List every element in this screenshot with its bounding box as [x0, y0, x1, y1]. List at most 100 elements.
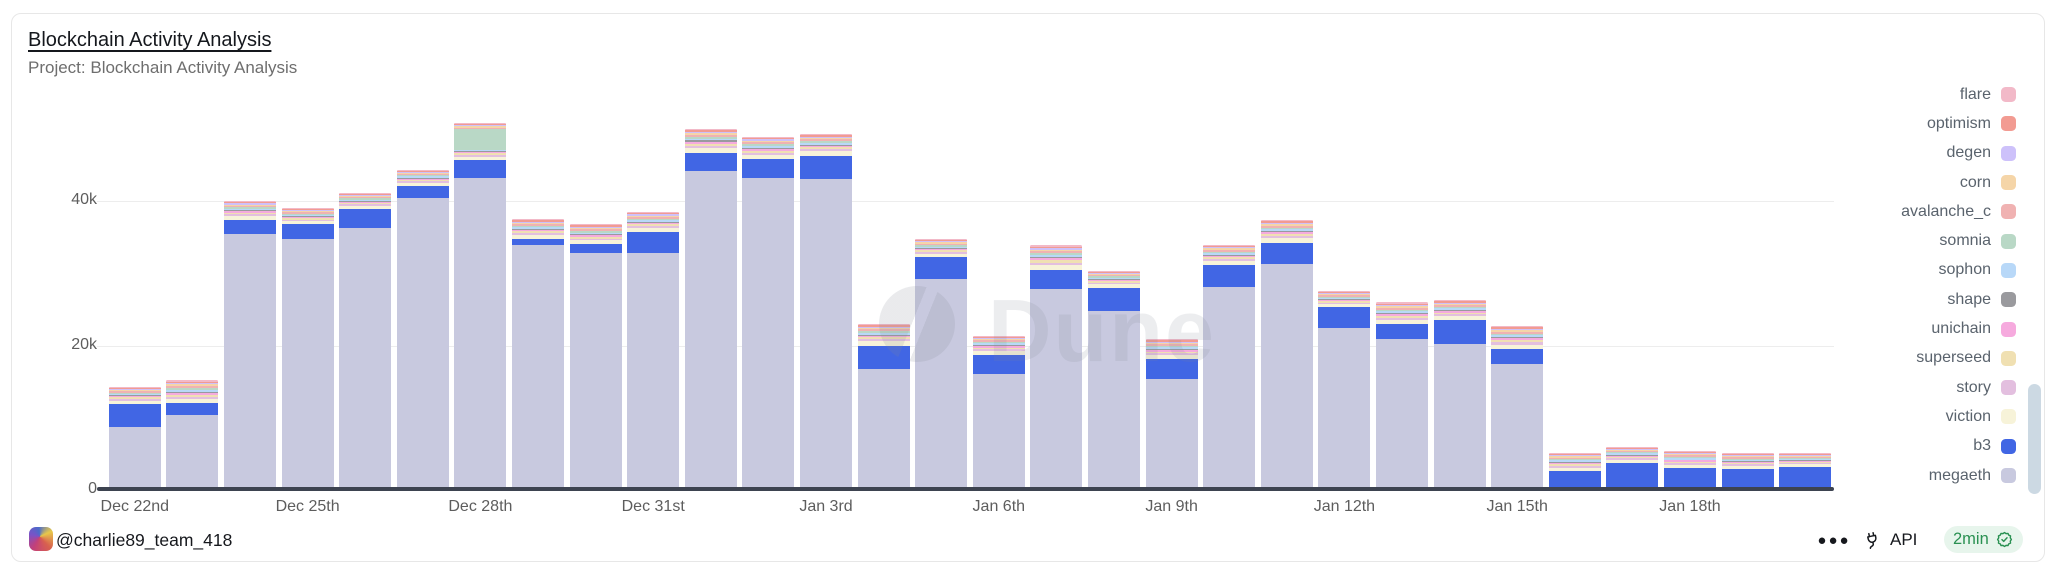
bar-segment-degen: [1721, 455, 1774, 457]
bar-segment-somnia: [742, 144, 795, 146]
legend-item-superseed[interactable]: superseed: [1901, 344, 2016, 373]
bar-segment-b3: [684, 152, 737, 172]
legend-item-avalanche_c[interactable]: avalanche_c: [1901, 197, 2016, 226]
bar-6[interactable]: [454, 123, 507, 490]
bar-segment-shape: [166, 391, 219, 393]
bar-segment-avalanche_c: [1548, 457, 1601, 460]
bar-segment-viction: [1548, 467, 1601, 472]
bar-segment-shape: [339, 200, 392, 202]
bar-segment-corn: [684, 133, 737, 135]
bar-segment-unichain: [972, 346, 1025, 348]
bar-segment-somnia: [166, 388, 219, 390]
bar-segment-story: [339, 204, 392, 206]
author-handle[interactable]: @charlie89_team_418: [56, 530, 233, 550]
bar-segment-unichain: [627, 222, 680, 225]
bar-segment-corn: [1260, 223, 1313, 226]
legend-item-optimism[interactable]: optimism: [1901, 109, 2016, 138]
bar-24[interactable]: [1491, 326, 1544, 490]
bar-segment-corn: [454, 126, 507, 128]
legend-item-b3[interactable]: b3: [1901, 432, 2016, 461]
author-avatar[interactable]: [29, 527, 53, 551]
legend-item-viction[interactable]: viction: [1901, 402, 2016, 431]
legend-item-shape[interactable]: shape: [1901, 285, 2016, 314]
bar-23[interactable]: [1433, 300, 1486, 490]
bar-14[interactable]: [915, 239, 968, 490]
bar-18[interactable]: [1145, 339, 1198, 490]
bar-10[interactable]: [684, 128, 737, 490]
legend-item-sophon[interactable]: sophon: [1901, 256, 2016, 285]
bar-segment-corn: [339, 195, 392, 198]
bar-19[interactable]: [1203, 244, 1256, 490]
legend-label: sophon: [1938, 261, 1992, 279]
bar-1[interactable]: [166, 380, 219, 490]
bar-segment-optimism: [569, 225, 622, 227]
bar-21[interactable]: [1318, 291, 1371, 490]
legend-item-unichain[interactable]: unichain: [1901, 314, 2016, 343]
bar-segment-shape: [1433, 310, 1486, 312]
bar-segment-story: [281, 219, 334, 221]
refresh-badge[interactable]: 2min: [1944, 526, 2023, 553]
bar-9[interactable]: [627, 211, 680, 490]
legend-item-flare[interactable]: flare: [1901, 80, 2016, 109]
bar-25[interactable]: [1548, 453, 1601, 490]
bar-segment-shape: [1318, 299, 1371, 300]
bar-17[interactable]: [1088, 270, 1140, 490]
bar-13[interactable]: [857, 323, 910, 490]
bar-segment-viction: [281, 220, 334, 225]
bar-2[interactable]: [224, 201, 276, 490]
bar-segment-sophon: [915, 246, 968, 249]
options-menu-button[interactable]: ●●●: [1812, 526, 1856, 554]
bar-segment-viction: [108, 400, 161, 405]
bar-16[interactable]: [1030, 245, 1083, 490]
bar-11[interactable]: [742, 136, 795, 490]
bar-5[interactable]: [396, 170, 449, 490]
bar-27[interactable]: [1664, 451, 1716, 490]
bar-segment-story: [1491, 342, 1544, 345]
bar-segment-degen: [857, 326, 910, 328]
bar-segment-viction: [1433, 316, 1486, 321]
bar-segment-corn: [1145, 342, 1198, 345]
bar-segment-viction: [1145, 355, 1198, 360]
bar-12[interactable]: [800, 133, 852, 490]
bar-segment-superseed: [972, 347, 1025, 350]
bar-segment-degen: [396, 171, 449, 173]
legend-item-somnia[interactable]: somnia: [1901, 226, 2016, 255]
bar-segment-sophon: [1030, 255, 1083, 258]
bar-0[interactable]: [108, 386, 161, 490]
legend-scrollbar[interactable]: [2028, 384, 2041, 494]
bar-3[interactable]: [281, 208, 334, 490]
widget-title-link[interactable]: Blockchain Activity Analysis: [28, 29, 272, 51]
bar-26[interactable]: [1606, 446, 1659, 490]
legend-label: viction: [1945, 407, 1991, 425]
bar-segment-flare: [972, 335, 1025, 337]
bar-22[interactable]: [1376, 302, 1428, 490]
bar-20[interactable]: [1260, 219, 1313, 490]
bar-segment-b3: [1203, 265, 1256, 287]
legend-item-corn[interactable]: corn: [1901, 168, 2016, 197]
bar-segment-story: [627, 226, 680, 229]
bar-29[interactable]: [1779, 453, 1832, 490]
bar-8[interactable]: [569, 224, 622, 490]
bar-segment-degen: [454, 125, 507, 127]
bar-15[interactable]: [972, 335, 1025, 490]
bar-segment-corn: [1721, 456, 1774, 458]
legend-item-megaeth[interactable]: megaeth: [1901, 461, 2016, 490]
bar-segment-viction: [1664, 464, 1716, 469]
bar-segment-story: [166, 396, 219, 399]
bar-segment-optimism: [166, 381, 219, 384]
bar-28[interactable]: [1721, 453, 1774, 490]
legend-item-degen[interactable]: degen: [1901, 139, 2016, 168]
bar-4[interactable]: [339, 193, 392, 490]
legend-item-story[interactable]: story: [1901, 373, 2016, 402]
bar-segment-unichain: [108, 396, 161, 398]
bar-segment-unichain: [454, 152, 507, 154]
bar-segment-unichain: [396, 178, 449, 180]
bar-segment-sophon: [857, 332, 910, 335]
bar-segment-viction: [1030, 264, 1083, 270]
bar-7[interactable]: [512, 219, 564, 490]
api-button[interactable]: API: [1862, 526, 1917, 554]
bar-segment-viction: [915, 253, 968, 258]
bar-segment-viction: [1318, 304, 1371, 308]
bar-segment-flare: [1318, 291, 1371, 293]
bar-segment-corn: [1664, 454, 1716, 456]
